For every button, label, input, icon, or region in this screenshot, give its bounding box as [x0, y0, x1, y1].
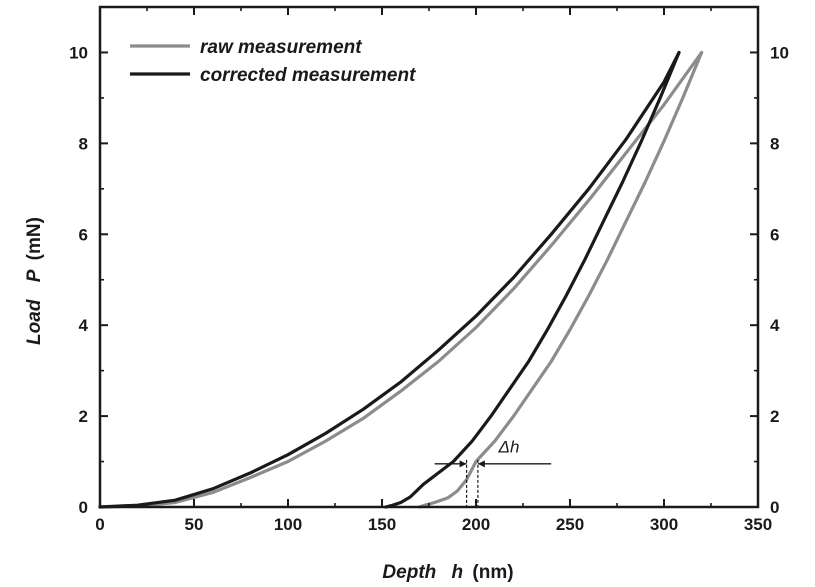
delta-h-annotation: Δh	[434, 437, 552, 507]
x-tick-label: 250	[556, 515, 584, 534]
y-tick-label-left: 2	[79, 407, 88, 426]
x-tick-label: 300	[650, 515, 678, 534]
legend-label-2: corrected measurement	[200, 65, 416, 86]
y-tick-label-left: 8	[79, 134, 88, 153]
y-axis-label: Load P (mN)	[24, 217, 45, 345]
x-axis-label-var: h	[452, 562, 464, 583]
x-tick-label: 350	[744, 515, 772, 534]
x-axis-label: Depth h (nm)	[382, 562, 513, 583]
delta-h-arrowhead-right	[477, 460, 485, 468]
y-tick-label-right: 4	[770, 316, 780, 335]
delta-h-label: Δh	[498, 437, 520, 456]
y-axis-label-var: P	[24, 269, 45, 282]
y-tick-label-left: 10	[69, 43, 88, 62]
x-tick-label: 0	[95, 515, 104, 534]
series-2-unloading-line	[384, 50, 681, 509]
x-tick-label: 100	[274, 515, 302, 534]
series-2-loading-line	[98, 50, 681, 509]
plot-area	[98, 50, 704, 509]
y-tick-label-right: 0	[770, 498, 779, 517]
y-tick-label-right: 8	[770, 134, 779, 153]
series-1-unloading-line	[418, 50, 704, 509]
y-axis-label-italic: Load	[24, 299, 45, 345]
legend: raw measurement corrected measurement	[130, 37, 416, 86]
x-axis-label-italic: Depth	[382, 562, 436, 583]
y-tick-label-left: 6	[79, 225, 88, 244]
plot-frame	[98, 5, 760, 509]
delta-h-arrowhead-left	[459, 460, 467, 468]
y-tick-label-left: 0	[79, 498, 88, 517]
y-tick-label-left: 4	[79, 316, 89, 335]
y-tick-label-right: 10	[770, 43, 789, 62]
y-axis-label-unit: (mN)	[24, 217, 45, 260]
y-tick-label-right: 2	[770, 407, 779, 426]
series-1-loading-line	[98, 50, 704, 509]
x-tick-label: 200	[462, 515, 490, 534]
y-tick-label-right: 6	[770, 225, 779, 244]
x-axis-label-unit: (nm)	[472, 562, 513, 583]
legend-label-1: raw measurement	[200, 37, 362, 58]
x-tick-label: 50	[185, 515, 204, 534]
x-tick-label: 150	[368, 515, 396, 534]
